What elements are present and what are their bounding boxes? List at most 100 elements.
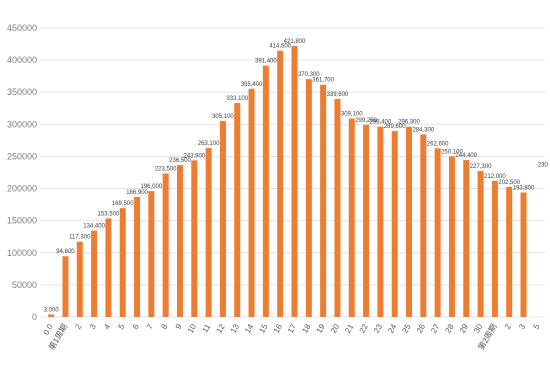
y-tick-label: 250000 xyxy=(7,151,37,161)
data-label: 202,500 xyxy=(498,180,520,186)
bar xyxy=(291,46,298,318)
data-label: 169,500 xyxy=(112,201,134,207)
category-label: 24 xyxy=(386,322,399,335)
bar xyxy=(162,173,169,317)
bar xyxy=(262,65,269,318)
data-label: 193,800 xyxy=(513,186,535,192)
bar xyxy=(219,121,226,317)
data-label: 296,400 xyxy=(370,120,392,126)
bar xyxy=(148,191,155,317)
y-axis-tick-labels: 0 50000 100000 150000 200000 250000 300000 3500… xyxy=(7,23,37,322)
data-label: 361,700 xyxy=(312,78,334,84)
category-label: 15 xyxy=(257,322,270,335)
data-label: 94,600 xyxy=(56,249,75,255)
category-label: 16 xyxy=(272,322,285,335)
y-tick-label: 150000 xyxy=(7,216,37,226)
data-label: 243,900 xyxy=(183,153,205,159)
category-label: 8 xyxy=(159,322,169,331)
bar xyxy=(305,79,312,317)
data-labels: 3,000 94,600 117,300 134,400 153,500 169,500 1… xyxy=(44,39,549,313)
bar xyxy=(420,134,427,317)
data-label: 391,400 xyxy=(255,59,277,65)
bar xyxy=(48,314,55,317)
bar xyxy=(277,50,284,317)
category-label: 3 xyxy=(88,322,98,331)
category-label: 2 xyxy=(503,322,513,331)
data-label: 333,100 xyxy=(226,96,248,102)
bar xyxy=(506,186,513,317)
bar-series xyxy=(48,46,527,318)
category-label: 25 xyxy=(400,322,413,335)
bar xyxy=(205,148,212,317)
data-label: 134,400 xyxy=(83,224,105,230)
data-label: 186,900 xyxy=(126,190,148,196)
category-label: 14 xyxy=(243,322,256,335)
bar xyxy=(463,160,470,317)
category-label: 27 xyxy=(429,322,442,335)
data-label: 370,300 xyxy=(298,72,320,78)
category-label: 11 xyxy=(200,322,212,334)
bar xyxy=(434,148,441,317)
category-label: 30 xyxy=(472,322,485,335)
bar xyxy=(248,88,255,318)
y-tick-label: 350000 xyxy=(7,87,37,97)
y-tick-label: 400000 xyxy=(7,55,37,65)
data-label: 289,600 xyxy=(384,124,406,130)
data-label: 227,300 xyxy=(470,164,492,170)
category-label: 9 xyxy=(174,322,184,331)
data-label: 117,300 xyxy=(69,235,91,241)
data-label: 250,100 xyxy=(441,149,463,155)
y-tick-label: 200000 xyxy=(7,184,37,194)
data-label: 309,100 xyxy=(341,111,363,117)
data-label: 355,400 xyxy=(241,82,263,88)
bar xyxy=(334,98,341,317)
category-label: 2 xyxy=(73,322,83,331)
bar xyxy=(134,196,141,317)
bar xyxy=(406,126,413,317)
bar xyxy=(377,126,384,318)
data-label: 421,800 xyxy=(284,39,306,45)
data-label: 414,600 xyxy=(269,44,291,50)
data-label: 296,300 xyxy=(398,120,420,126)
bar xyxy=(491,180,498,317)
category-label: 19 xyxy=(315,322,328,335)
category-label: 3 xyxy=(517,322,527,331)
category-label: 5 xyxy=(116,322,126,331)
data-label: 262,600 xyxy=(427,141,449,147)
category-label: 29 xyxy=(458,322,471,335)
category-label: 12 xyxy=(214,322,227,335)
bar xyxy=(176,165,183,317)
category-label: 26 xyxy=(415,322,428,335)
data-label: 339,600 xyxy=(327,92,349,98)
bar xyxy=(76,241,83,317)
category-label: 22 xyxy=(358,322,371,335)
data-label: 223,500 xyxy=(155,166,177,172)
data-label-trailing: 230 xyxy=(538,162,549,168)
bar xyxy=(234,103,241,317)
data-label: 153,500 xyxy=(98,211,120,217)
bar xyxy=(320,84,327,317)
category-label: 17 xyxy=(286,322,299,335)
data-label: 263,100 xyxy=(198,141,220,147)
y-tick-label: 100000 xyxy=(7,248,37,258)
category-label: 6 xyxy=(131,322,141,331)
bar xyxy=(348,118,355,318)
data-label: 305,100 xyxy=(212,114,234,120)
bar xyxy=(105,218,112,317)
data-label: 3,000 xyxy=(44,307,60,313)
bar xyxy=(477,171,484,317)
y-tick-label: 50000 xyxy=(12,280,37,290)
data-label: 299,200 xyxy=(355,118,377,124)
category-label-trailing: 5 xyxy=(532,322,542,331)
bar xyxy=(391,131,398,317)
category-label: 0.0 xyxy=(42,322,56,337)
y-tick-label: 0 xyxy=(32,312,37,322)
category-label: 28 xyxy=(443,322,456,335)
data-label: 284,300 xyxy=(412,127,434,133)
bar xyxy=(448,156,455,317)
bar xyxy=(91,230,98,317)
data-label: 196,000 xyxy=(141,184,163,190)
